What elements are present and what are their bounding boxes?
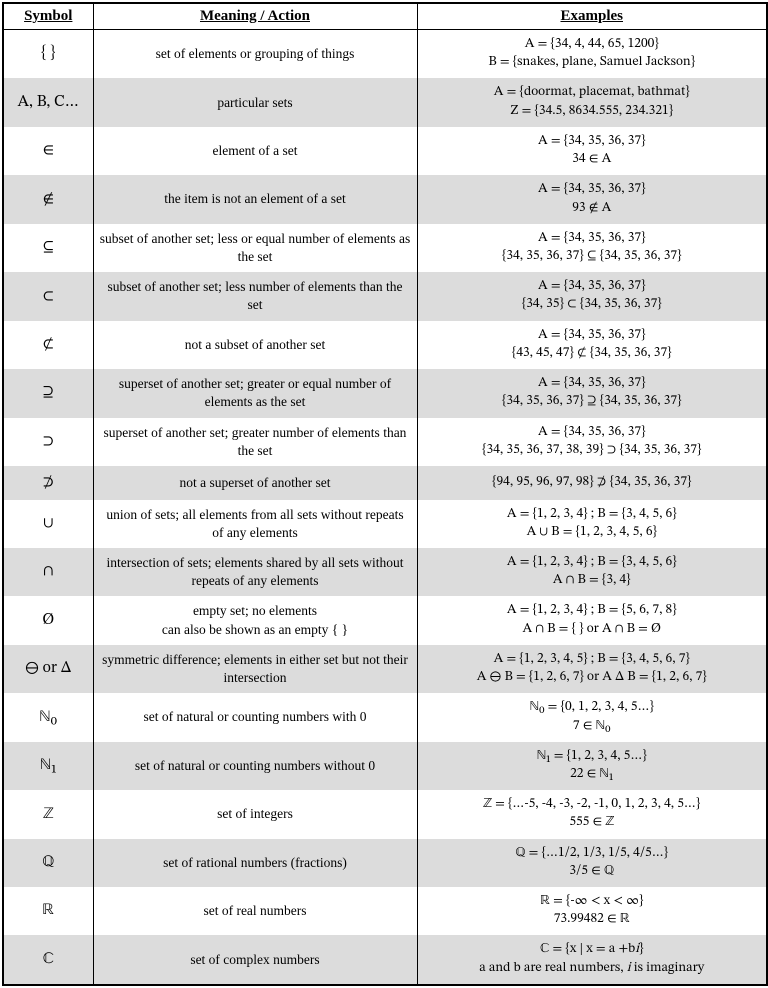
table-row: ⊆subset of another set; less or equal nu… [3, 224, 767, 272]
example-cell: A = {34, 35, 36, 37}34 ∈ A [417, 127, 767, 175]
example-cell: ℝ = {-∞ < x < ∞}73.99482 ∈ ℝ [417, 887, 767, 935]
table-row: ⊖ or Δsymmetric difference; elements in … [3, 645, 767, 693]
symbol-cell: ⊄ [3, 321, 93, 369]
table-row: ℂset of complex numbersℂ = {x | x = a +b… [3, 935, 767, 984]
symbol-cell: ∉ [3, 175, 93, 223]
example-cell: A = {1, 2, 3, 4} ; B = {3, 4, 5, 6}A ∩ B… [417, 548, 767, 596]
symbol-cell: A, B, C… [3, 78, 93, 126]
example-cell: A = {34, 35, 36, 37}{34, 35} ⊂ {34, 35, … [417, 272, 767, 320]
meaning-cell: element of a set [93, 127, 417, 175]
table-row: ⊅not a superset of another set{94, 95, 9… [3, 466, 767, 500]
example-cell: ℕ₀ = {0, 1, 2, 3, 4, 5…}7 ∈ ℕ₀ [417, 693, 767, 741]
symbol-cell: ⊅ [3, 466, 93, 500]
table-row: ℤset of integersℤ = {…-5, -4, -3, -2, -1… [3, 790, 767, 838]
set-notation-table: Symbol Meaning / Action Examples { }set … [2, 2, 768, 986]
meaning-cell: subset of another set; less number of el… [93, 272, 417, 320]
symbol-cell: ⊇ [3, 369, 93, 417]
meaning-cell: set of elements or grouping of things [93, 30, 417, 79]
example-cell: A = {1, 2, 3, 4, 5} ; B = {3, 4, 5, 6, 7… [417, 645, 767, 693]
meaning-cell: the item is not an element of a set [93, 175, 417, 223]
symbol-cell: ⊆ [3, 224, 93, 272]
symbol-cell: ∈ [3, 127, 93, 175]
table-row: ⊇superset of another set; greater or equ… [3, 369, 767, 417]
example-cell: A = {34, 35, 36, 37}{43, 45, 47} ⊄ {34, … [417, 321, 767, 369]
meaning-cell: intersection of sets; elements shared by… [93, 548, 417, 596]
meaning-cell: not a superset of another set [93, 466, 417, 500]
example-cell: A = {1, 2, 3, 4} ; B = {3, 4, 5, 6}A ∪ B… [417, 500, 767, 548]
symbol-cell: ⊂ [3, 272, 93, 320]
symbol-cell: ℚ [3, 839, 93, 887]
table-header-row: Symbol Meaning / Action Examples [3, 3, 767, 30]
meaning-cell: superset of another set; greater or equa… [93, 369, 417, 417]
example-cell: A = {34, 35, 36, 37}{34, 35, 36, 37} ⊆ {… [417, 224, 767, 272]
table-row: ∈element of a setA = {34, 35, 36, 37}34 … [3, 127, 767, 175]
symbol-cell: Ø [3, 596, 93, 644]
meaning-cell: not a subset of another set [93, 321, 417, 369]
meaning-cell: union of sets; all elements from all set… [93, 500, 417, 548]
meaning-cell: set of natural or counting numbers witho… [93, 742, 417, 790]
example-cell: A = {1, 2, 3, 4} ; B = {5, 6, 7, 8}A ∩ B… [417, 596, 767, 644]
symbol-cell: ℂ [3, 935, 93, 984]
table-row: ∩intersection of sets; elements shared b… [3, 548, 767, 596]
meaning-cell: symmetric difference; elements in either… [93, 645, 417, 693]
example-cell: ℂ = {x | x = a +bi}a and b are real numb… [417, 935, 767, 984]
table-row: ℚset of rational numbers (fractions)ℚ = … [3, 839, 767, 887]
table-row: ⊄not a subset of another setA = {34, 35,… [3, 321, 767, 369]
symbol-cell: { } [3, 30, 93, 79]
table-row: { }set of elements or grouping of things… [3, 30, 767, 79]
table-row: ℝset of real numbersℝ = {-∞ < x < ∞}73.9… [3, 887, 767, 935]
meaning-cell: set of complex numbers [93, 935, 417, 984]
example-cell: ℤ = {…-5, -4, -3, -2, -1, 0, 1, 2, 3, 4,… [417, 790, 767, 838]
symbol-cell: ℕ₁ [3, 742, 93, 790]
table-body: { }set of elements or grouping of things… [3, 30, 767, 985]
example-cell: ℕ₁ = {1, 2, 3, 4, 5…}22 ∈ ℕ₁ [417, 742, 767, 790]
table-row: A, B, C…particular setsA = {doormat, pla… [3, 78, 767, 126]
symbol-cell: ⊃ [3, 418, 93, 466]
header-symbol: Symbol [3, 3, 93, 30]
header-examples: Examples [417, 3, 767, 30]
symbol-cell: ∩ [3, 548, 93, 596]
table-row: ℕ₀set of natural or counting numbers wit… [3, 693, 767, 741]
table-row: Øempty set; no elementscan also be shown… [3, 596, 767, 644]
symbol-cell: ⊖ or Δ [3, 645, 93, 693]
table-row: ∉the item is not an element of a setA = … [3, 175, 767, 223]
example-cell: A = {34, 4, 44, 65, 1200}B = {snakes, pl… [417, 30, 767, 79]
example-cell: A = {34, 35, 36, 37}93 ∉ A [417, 175, 767, 223]
symbol-cell: ∪ [3, 500, 93, 548]
example-cell: {94, 95, 96, 97, 98} ⊅ {34, 35, 36, 37} [417, 466, 767, 500]
symbol-cell: ℝ [3, 887, 93, 935]
symbol-cell: ℕ₀ [3, 693, 93, 741]
table-row: ℕ₁set of natural or counting numbers wit… [3, 742, 767, 790]
header-meaning: Meaning / Action [93, 3, 417, 30]
example-cell: A = {doormat, placemat, bathmat}Z = {34.… [417, 78, 767, 126]
symbol-cell: ℤ [3, 790, 93, 838]
meaning-cell: set of rational numbers (fractions) [93, 839, 417, 887]
example-cell: A = {34, 35, 36, 37}{34, 35, 36, 37} ⊇ {… [417, 369, 767, 417]
example-cell: ℚ = {…1/2, 1/3, 1/5, 4/5…}3/5 ∈ ℚ [417, 839, 767, 887]
meaning-cell: set of natural or counting numbers with … [93, 693, 417, 741]
table-row: ⊂subset of another set; less number of e… [3, 272, 767, 320]
meaning-cell: empty set; no elementscan also be shown … [93, 596, 417, 644]
meaning-cell: particular sets [93, 78, 417, 126]
meaning-cell: subset of another set; less or equal num… [93, 224, 417, 272]
example-cell: A = {34, 35, 36, 37}{34, 35, 36, 37, 38,… [417, 418, 767, 466]
meaning-cell: superset of another set; greater number … [93, 418, 417, 466]
meaning-cell: set of real numbers [93, 887, 417, 935]
table-row: ∪union of sets; all elements from all se… [3, 500, 767, 548]
table-row: ⊃superset of another set; greater number… [3, 418, 767, 466]
meaning-cell: set of integers [93, 790, 417, 838]
